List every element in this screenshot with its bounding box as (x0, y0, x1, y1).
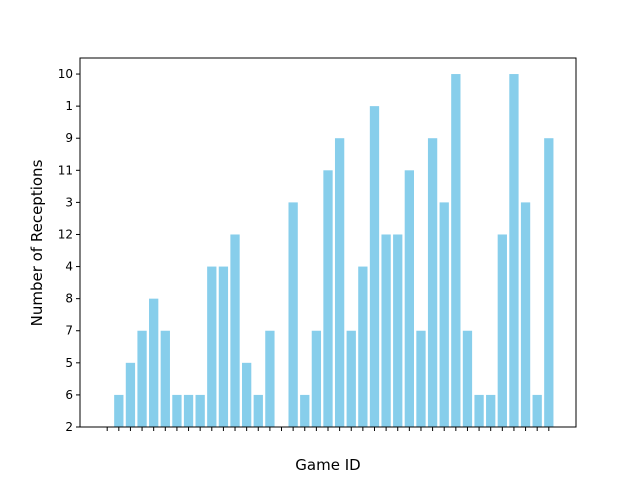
y-tick-label: 9 (65, 131, 73, 145)
bar (532, 394, 542, 427)
bar (137, 330, 147, 427)
bar (427, 138, 438, 427)
bar (462, 330, 473, 427)
y-tick-label: 11 (58, 163, 73, 177)
bar (346, 330, 356, 427)
bar (509, 74, 519, 427)
y-tick-label: 10 (58, 67, 73, 81)
bar (323, 170, 333, 427)
bar (114, 394, 124, 427)
bar (253, 394, 263, 427)
y-tick-label: 4 (65, 260, 73, 274)
bar (183, 394, 194, 427)
bar (486, 394, 496, 427)
bar (218, 266, 229, 427)
bar (195, 394, 205, 427)
bar (369, 106, 380, 427)
bar (149, 298, 159, 427)
bar (125, 362, 136, 427)
bar (497, 234, 507, 427)
y-tick-label: 6 (65, 388, 73, 402)
y-axis-label: Number of Receptions (28, 159, 46, 326)
y-tick-label: 7 (65, 324, 73, 338)
bar (160, 330, 170, 427)
bar (311, 330, 322, 427)
bar (172, 394, 182, 427)
bar (300, 394, 310, 427)
y-tick-label: 5 (65, 356, 73, 370)
y-tick-label: 3 (65, 195, 73, 209)
bar (393, 234, 403, 427)
bar (358, 266, 368, 427)
bar (381, 234, 391, 427)
plot-frame (79, 57, 577, 428)
y-tick-label: 2 (65, 420, 73, 434)
bar (288, 202, 298, 427)
bar (404, 170, 414, 427)
bar (265, 330, 275, 427)
bar (230, 234, 240, 427)
bar (544, 138, 554, 427)
bar (416, 330, 426, 427)
bar (242, 362, 252, 427)
y-tick-label: 8 (65, 292, 73, 306)
y-tick-label: 12 (58, 227, 73, 241)
y-tick-label: 1 (65, 99, 73, 113)
x-axis-label: Game ID (295, 456, 360, 474)
bar (439, 202, 449, 427)
bar (207, 266, 217, 427)
bar (474, 394, 484, 427)
bar (520, 202, 531, 427)
bar (334, 138, 345, 427)
bar (451, 74, 461, 427)
